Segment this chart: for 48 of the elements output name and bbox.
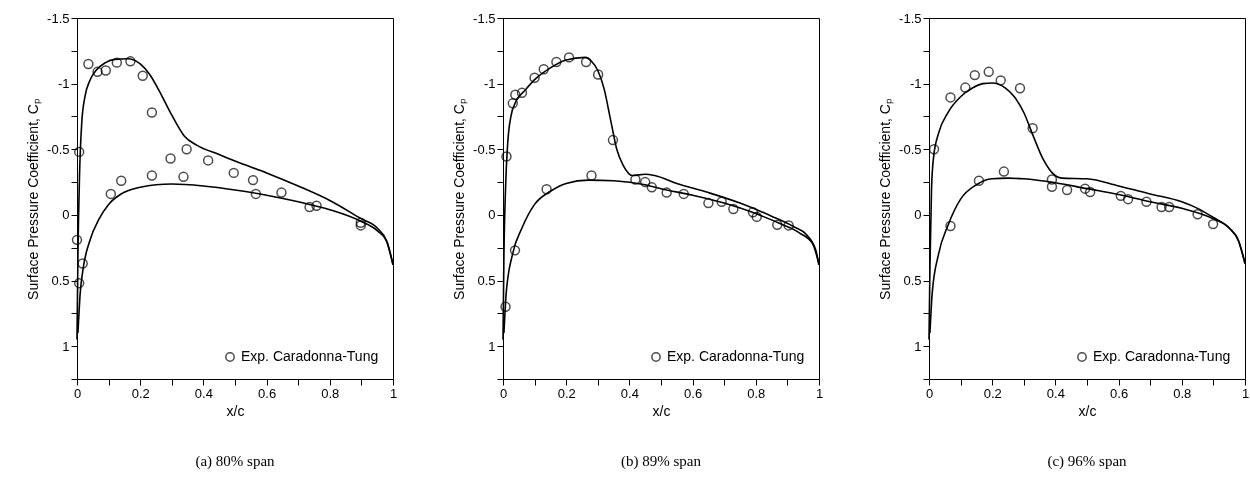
y-tick-label: 1 [914,338,922,354]
y-tick-label: -1.5 [47,10,70,26]
y-tick-label: 0 [62,207,70,223]
y-tick-label: 0.5 [903,273,922,289]
x-tick-label: 0.4 [620,385,639,401]
x-tick-label: 1 [389,385,398,401]
y-tick-label: -1.5 [473,10,496,26]
x-tick-label: 0.2 [983,385,1002,401]
x-tick-label: 0 [925,385,934,401]
x-tick-label: 0.8 [321,385,340,401]
y-tick-label: 0 [914,207,922,223]
x-axis-title: x/c [652,402,671,419]
x-tick-label: 0.8 [1173,385,1192,401]
x-axis-title: x/c [226,402,245,419]
x-axis-title: x/c [1078,402,1097,419]
x-tick-label: 0.4 [194,385,213,401]
x-tick-label: 0.6 [258,385,277,401]
x-tick-label: 0.4 [1046,385,1065,401]
y-tick-label: -0.5 [899,141,922,157]
text: (c) 96% span [1047,453,1128,470]
y-tick-label: 0.5 [51,273,70,289]
y-axis-title: Surface Pressure Coefficient, Cₚ [877,98,895,300]
y-tick-label: -1.5 [899,10,922,26]
y-tick-label: 1 [62,338,70,354]
x-tick-label: 1 [1241,385,1250,401]
y-tick-label: 1 [488,338,496,354]
x-tick-label: 0.2 [131,385,150,401]
y-tick-label: -1 [57,76,70,92]
x-tick-label: 0.6 [1110,385,1129,401]
x-tick-label: 0 [499,385,508,401]
y-axis-title: Surface Pressure Coefficient, Cₚ [25,98,43,300]
y-tick-label: 0.5 [477,273,496,289]
y-tick-label: -1 [483,76,496,92]
x-tick-label: 0.8 [747,385,766,401]
y-axis-title: Surface Pressure Coefficient, Cₚ [451,98,469,300]
y-tick-label: 0 [488,207,496,223]
text: (b) 89% span [621,453,702,470]
x-tick-label: 0.2 [557,385,576,401]
x-tick-label: 1 [815,385,824,401]
y-tick-label: -1 [909,76,922,92]
legend-label: Exp. Caradonna-Tung [241,348,379,364]
text: (a) 80% span [195,453,276,470]
legend-label: Exp. Caradonna-Tung [1093,348,1231,364]
x-tick-label: 0.6 [684,385,703,401]
legend-label: Exp. Caradonna-Tung [667,348,805,364]
y-tick-label: -0.5 [47,141,70,157]
x-tick-label: 0 [73,385,82,401]
y-tick-label: -0.5 [473,141,496,157]
